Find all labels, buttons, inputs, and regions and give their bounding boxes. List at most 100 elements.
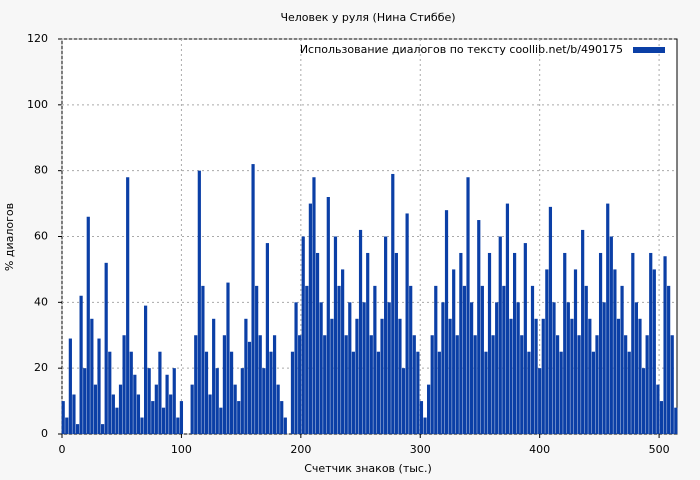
y-tick-label: 0 [41,427,48,440]
bar [598,252,603,434]
bar [434,285,438,434]
bar [631,252,635,434]
bar [315,252,320,434]
bar [79,295,83,434]
bar [172,368,176,434]
legend-label: Использование диалогов по тексту coollib… [300,43,623,56]
bar [552,302,556,434]
bar [430,335,434,434]
bar [412,335,416,434]
bar [265,243,269,434]
bar [563,252,567,434]
bar [61,401,65,434]
bar [115,407,119,434]
bar [97,338,101,434]
bar [405,213,409,434]
bar [244,318,248,434]
bar [258,335,262,434]
bar [269,351,273,434]
bar [423,417,427,434]
bar [634,302,638,434]
bar [419,401,424,434]
bar [663,256,667,434]
bar [161,407,166,434]
bar [355,318,359,434]
y-axis-label: % диалогов [3,203,16,271]
bar [667,285,671,434]
bar [416,351,420,434]
bar [83,368,87,434]
bar [143,305,148,434]
bar [498,236,502,434]
bar [602,302,606,434]
bar [538,368,542,434]
x-tick-label: 200 [290,443,311,456]
bar [190,384,194,434]
bar [208,394,212,434]
bar [133,374,137,434]
legend-swatch [633,47,665,53]
bar [659,401,664,434]
bar [169,394,173,434]
bar [466,177,470,434]
bar [473,335,477,434]
bar [638,318,642,434]
bar [441,302,445,434]
bar [491,335,495,434]
bar [387,302,391,434]
bar [595,335,599,434]
bar [470,302,474,434]
bar [516,302,520,434]
bar [247,341,252,434]
bar [93,384,98,434]
bar [645,335,649,434]
bar [151,401,155,434]
bar [581,229,585,434]
bar [65,417,69,434]
bar [369,335,373,434]
bar [530,285,535,434]
bar [520,335,524,434]
bar [613,269,617,434]
bar [627,351,631,434]
bar [197,170,201,434]
bar [588,318,592,434]
bar [226,282,230,434]
bar [294,302,298,434]
bar [512,252,517,434]
bar [444,210,449,434]
bar [380,318,384,434]
bar [280,401,284,434]
bar [344,335,348,434]
bar [509,318,513,434]
bar [570,318,574,434]
bar [348,302,352,434]
bar [448,318,452,434]
bar [86,216,90,434]
bar [401,368,406,434]
bar [305,285,309,434]
bar [204,351,209,434]
bar [201,285,205,434]
bar [641,368,646,434]
bar [108,351,112,434]
bar [624,335,628,434]
bar [358,229,363,434]
bar [573,269,578,434]
bar [147,368,151,434]
bar [606,203,610,434]
bar [523,243,527,434]
bar [104,262,108,434]
bar [215,368,219,434]
bar [427,384,431,434]
bar [656,384,660,434]
bar [237,401,241,434]
bar [176,417,180,434]
bar [555,335,560,434]
bar [272,335,277,434]
bar [584,285,588,434]
bar [591,351,596,434]
bar [101,424,105,434]
bar [326,197,330,434]
